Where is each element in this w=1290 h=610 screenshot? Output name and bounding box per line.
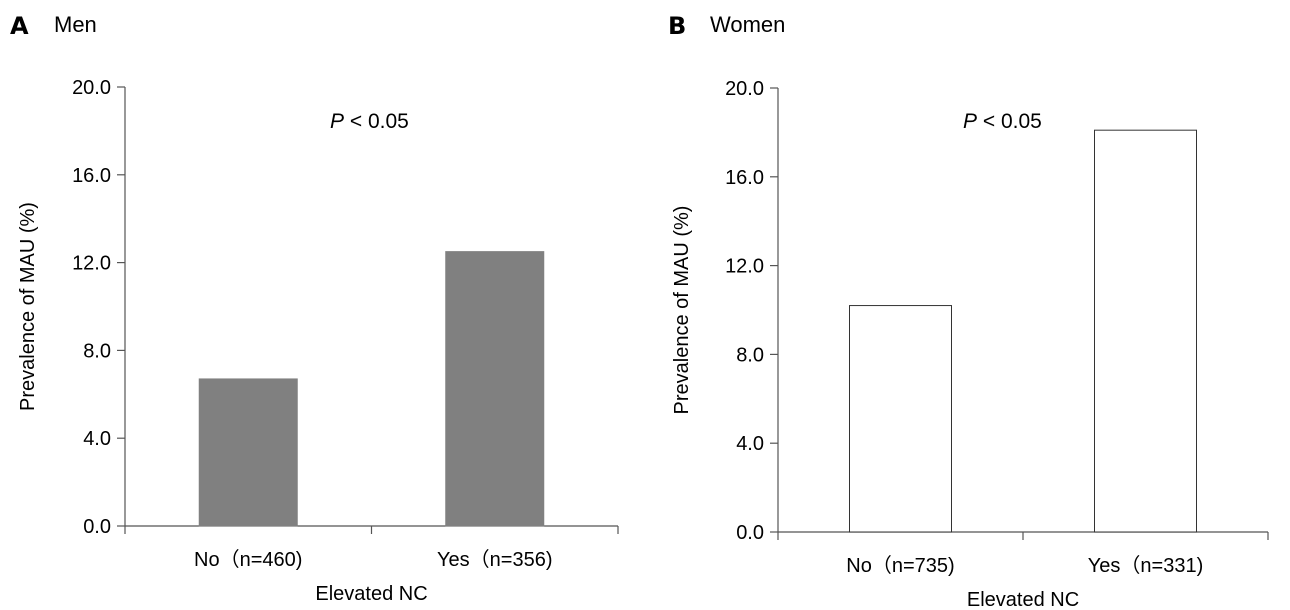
y-tick-label: 0.0 <box>83 516 111 538</box>
p-value-annotation: P < 0.05 <box>330 110 409 133</box>
y-axis-title: Prevalence of MAU (%) <box>671 206 693 415</box>
x-category-label: Yes（n=331) <box>1088 554 1203 577</box>
y-tick-label: 16.0 <box>725 167 764 189</box>
panel-subtitle: Women <box>710 12 786 37</box>
y-tick-label: 20.0 <box>725 78 764 100</box>
bar <box>849 305 952 533</box>
y-tick-label: 4.0 <box>83 428 111 450</box>
y-axis-title: Prevalence of MAU (%) <box>17 202 39 411</box>
bar-chart-men: 0.0 4.0 8.0 12.0 16.0 20.0 No（n=460) Yes（n=356)… <box>17 77 619 605</box>
y-tick-label: 20.0 <box>72 77 111 99</box>
x-axis-title: Elevated NC <box>315 583 427 605</box>
chart-panel-men: A Men 0.0 4.0 8.0 12.0 16.0 20.0 No（n=460) Yes（… <box>0 0 640 610</box>
x-category-label: Yes（n=356) <box>437 548 552 571</box>
y-tick-label: 8.0 <box>736 344 764 366</box>
y-tick-label: 16.0 <box>72 165 111 187</box>
bar-chart-women: 0.0 4.0 8.0 12.0 16.0 20.0 No（n=735) Yes（n=331)… <box>671 78 1269 610</box>
x-axis-title: Elevated NC <box>967 589 1079 610</box>
y-tick-label: 12.0 <box>725 256 764 278</box>
y-tick-label: 0.0 <box>736 522 764 544</box>
panel-label: A <box>10 12 29 40</box>
bar <box>1094 129 1197 533</box>
chart-panel-women: B Women 0.0 4.0 8.0 12.0 16.0 20.0 No（n=735) Ye… <box>650 0 1290 610</box>
bar <box>445 251 545 527</box>
y-tick-label: 8.0 <box>83 340 111 362</box>
y-tick-label: 12.0 <box>72 253 111 275</box>
panel-label: B <box>668 12 687 40</box>
p-value-annotation: P < 0.05 <box>963 110 1042 133</box>
y-tick-label: 4.0 <box>736 433 764 455</box>
x-category-label: No（n=460) <box>194 548 302 571</box>
panel-subtitle: Men <box>54 12 97 37</box>
x-category-label: No（n=735) <box>846 554 954 577</box>
bar <box>198 378 298 527</box>
